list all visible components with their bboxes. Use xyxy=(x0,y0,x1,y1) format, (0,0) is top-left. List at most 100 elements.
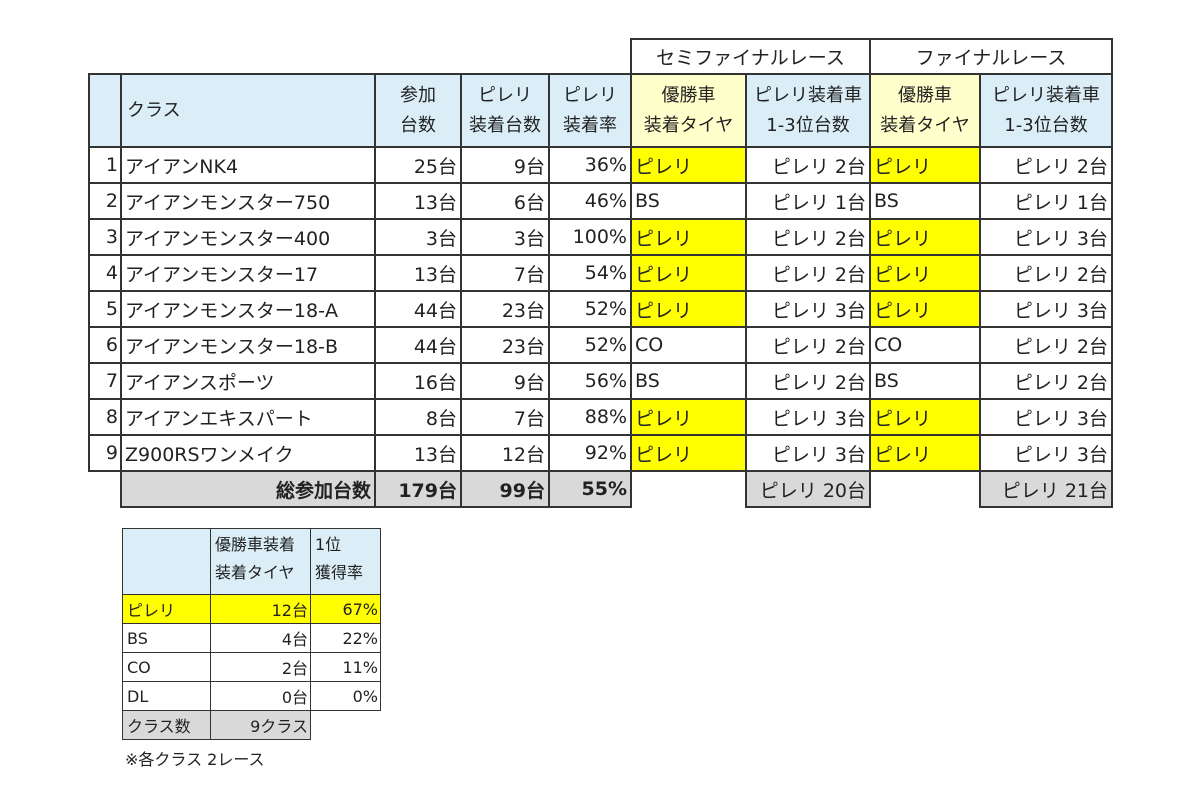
summary-row: BS 4台 22% xyxy=(122,623,381,653)
row-number: 4 xyxy=(88,254,122,292)
table-row: 6 アイアンモンスター18-B 44台 23台 52% CO ピレリ 2台 CO ピレリ 2台 xyxy=(88,326,1113,364)
class-name: アイアンモンスター400 xyxy=(120,218,376,256)
pirelli-rate: 52% xyxy=(548,326,632,364)
summary-table: 優勝車装着 装着タイヤ 1位 獲得率 ピレリ 12台 67% BS 4台 22% CO 2台 11%… xyxy=(122,528,381,740)
final-top3: ピレリ 1台 xyxy=(979,182,1113,220)
final-winner-tire: ピレリ xyxy=(869,434,981,472)
final-top3: ピレリ 3台 xyxy=(979,434,1113,472)
entries: 44台 xyxy=(374,326,462,364)
row-number: 6 xyxy=(88,326,122,364)
final-winner-tire: CO xyxy=(869,326,981,364)
total-semi-top3: ピレリ 20台 xyxy=(745,470,871,508)
semi-winner-tire: ピレリ xyxy=(630,398,747,436)
class-count-value: 9クラス xyxy=(210,710,311,740)
semi-top3: ピレリ 3台 xyxy=(745,398,871,436)
pirelli-count: 12台 xyxy=(460,434,550,472)
pirelli-count: 7台 xyxy=(460,398,550,436)
total-label: 総参加台数 xyxy=(120,470,376,508)
table-row: 7 アイアンスポーツ 16台 9台 56% BS ピレリ 2台 BS ピレリ 2台 xyxy=(88,362,1113,400)
semi-winner-tire: ピレリ xyxy=(630,146,747,184)
entries: 13台 xyxy=(374,182,462,220)
total-final-top3: ピレリ 21台 xyxy=(979,470,1113,508)
table-row: 1 アイアンNK4 25台 9台 36% ピレリ ピレリ 2台 ピレリ ピレリ 2台 xyxy=(88,146,1113,184)
summary-winner-tire-header: 優勝車装着 装着タイヤ xyxy=(210,528,311,595)
pirelli-rate: 56% xyxy=(548,362,632,400)
win-count: 0台 xyxy=(210,681,311,711)
pirelli-rate: 52% xyxy=(548,290,632,328)
row-number: 5 xyxy=(88,290,122,328)
table-row: 5 アイアンモンスター18-A 44台 23台 52% ピレリ ピレリ 3台 ピレリ ピレリ 3… xyxy=(88,290,1113,328)
pirelli-count: 7台 xyxy=(460,254,550,292)
pirelli-count: 9台 xyxy=(460,146,550,184)
pirelli-rate: 88% xyxy=(548,398,632,436)
tire-brand: CO xyxy=(122,652,211,682)
summary-body: ピレリ 12台 67% BS 4台 22% CO 2台 11% DL 0台 0% xyxy=(122,594,381,711)
semi-winner-tire: BS xyxy=(630,362,747,400)
pirelli-rate: 46% xyxy=(548,182,632,220)
entries: 25台 xyxy=(374,146,462,184)
entries: 44台 xyxy=(374,290,462,328)
entries: 13台 xyxy=(374,434,462,472)
tire-brand: BS xyxy=(122,623,211,653)
semi-winner-tire: CO xyxy=(630,326,747,364)
final-winner-tire-header: 優勝車 装着タイヤ xyxy=(869,73,981,148)
pirelli-rate: 92% xyxy=(548,434,632,472)
class-name: アイアンモンスター750 xyxy=(120,182,376,220)
semi-top3-header: ピレリ装着車 1-3位台数 xyxy=(745,73,871,148)
pirelli-rate: 36% xyxy=(548,146,632,184)
final-winner-tire: ピレリ xyxy=(869,146,981,184)
tire-brand: ピレリ xyxy=(122,594,211,624)
entries: 16台 xyxy=(374,362,462,400)
pirelli-count: 23台 xyxy=(460,326,550,364)
class-name: アイアンエキスパート xyxy=(120,398,376,436)
class-name: アイアンモンスター17 xyxy=(120,254,376,292)
entries-column-header: 参加 台数 xyxy=(374,73,462,148)
semi-top3: ピレリ 3台 xyxy=(745,434,871,472)
tire-brand: DL xyxy=(122,681,211,711)
semi-top3: ピレリ 3台 xyxy=(745,290,871,328)
results-body: 1 アイアンNK4 25台 9台 36% ピレリ ピレリ 2台 ピレリ ピレリ 2台 2 アイアンモ… xyxy=(88,146,1113,472)
semi-winner-tire: ピレリ xyxy=(630,218,747,256)
summary-row: CO 2台 11% xyxy=(122,652,381,682)
final-top3: ピレリ 2台 xyxy=(979,362,1113,400)
final-winner-tire: ピレリ xyxy=(869,218,981,256)
class-name: アイアンスポーツ xyxy=(120,362,376,400)
semifinal-group-header: セミファイナルレース xyxy=(630,38,871,75)
total-entries: 179台 xyxy=(374,470,462,508)
final-top3: ピレリ 3台 xyxy=(979,218,1113,256)
win-rate: 22% xyxy=(310,623,381,653)
pirelli-count: 3台 xyxy=(460,218,550,256)
final-top3: ピレリ 3台 xyxy=(979,398,1113,436)
summary-header-row: 優勝車装着 装着タイヤ 1位 獲得率 xyxy=(122,528,381,595)
table-row: 4 アイアンモンスター17 13台 7台 54% ピレリ ピレリ 2台 ピレリ ピレリ 2台 xyxy=(88,254,1113,292)
semi-top3: ピレリ 2台 xyxy=(745,362,871,400)
class-name: アイアンNK4 xyxy=(120,146,376,184)
class-name: Z900RSワンメイク xyxy=(120,434,376,472)
semi-top3: ピレリ 2台 xyxy=(745,254,871,292)
results-table: セミファイナルレース ファイナルレース クラス 参加 台数 ピレリ 装着台数 ピレリ… xyxy=(88,38,1113,508)
win-count: 4台 xyxy=(210,623,311,653)
summary-row: DL 0台 0% xyxy=(122,681,381,711)
final-top3: ピレリ 2台 xyxy=(979,254,1113,292)
win-rate: 67% xyxy=(310,594,381,624)
final-winner-tire: ピレリ xyxy=(869,254,981,292)
win-count: 12台 xyxy=(210,594,311,624)
final-top3: ピレリ 3台 xyxy=(979,290,1113,328)
win-count: 2台 xyxy=(210,652,311,682)
column-header-row: クラス 参加 台数 ピレリ 装着台数 ピレリ 装着率 優勝車 装着タイヤ ピレリ装着車 1… xyxy=(88,73,1113,148)
class-count-label: クラス数 xyxy=(122,710,211,740)
pirelli-count: 23台 xyxy=(460,290,550,328)
total-rate: 55% xyxy=(548,470,632,508)
entries: 13台 xyxy=(374,254,462,292)
semi-winner-tire-header: 優勝車 装着タイヤ xyxy=(630,73,747,148)
semi-winner-tire: BS xyxy=(630,182,747,220)
semi-top3: ピレリ 2台 xyxy=(745,218,871,256)
final-top3-header: ピレリ装着車 1-3位台数 xyxy=(979,73,1113,148)
class-name: アイアンモンスター18-B xyxy=(120,326,376,364)
final-winner-tire: ピレリ xyxy=(869,398,981,436)
semi-top3: ピレリ 2台 xyxy=(745,326,871,364)
table-row: 8 アイアンエキスパート 8台 7台 88% ピレリ ピレリ 3台 ピレリ ピレリ 3台 xyxy=(88,398,1113,436)
entries: 8台 xyxy=(374,398,462,436)
table-row: 2 アイアンモンスター750 13台 6台 46% BS ピレリ 1台 BS ピレリ 1台 xyxy=(88,182,1113,220)
row-number: 3 xyxy=(88,218,122,256)
